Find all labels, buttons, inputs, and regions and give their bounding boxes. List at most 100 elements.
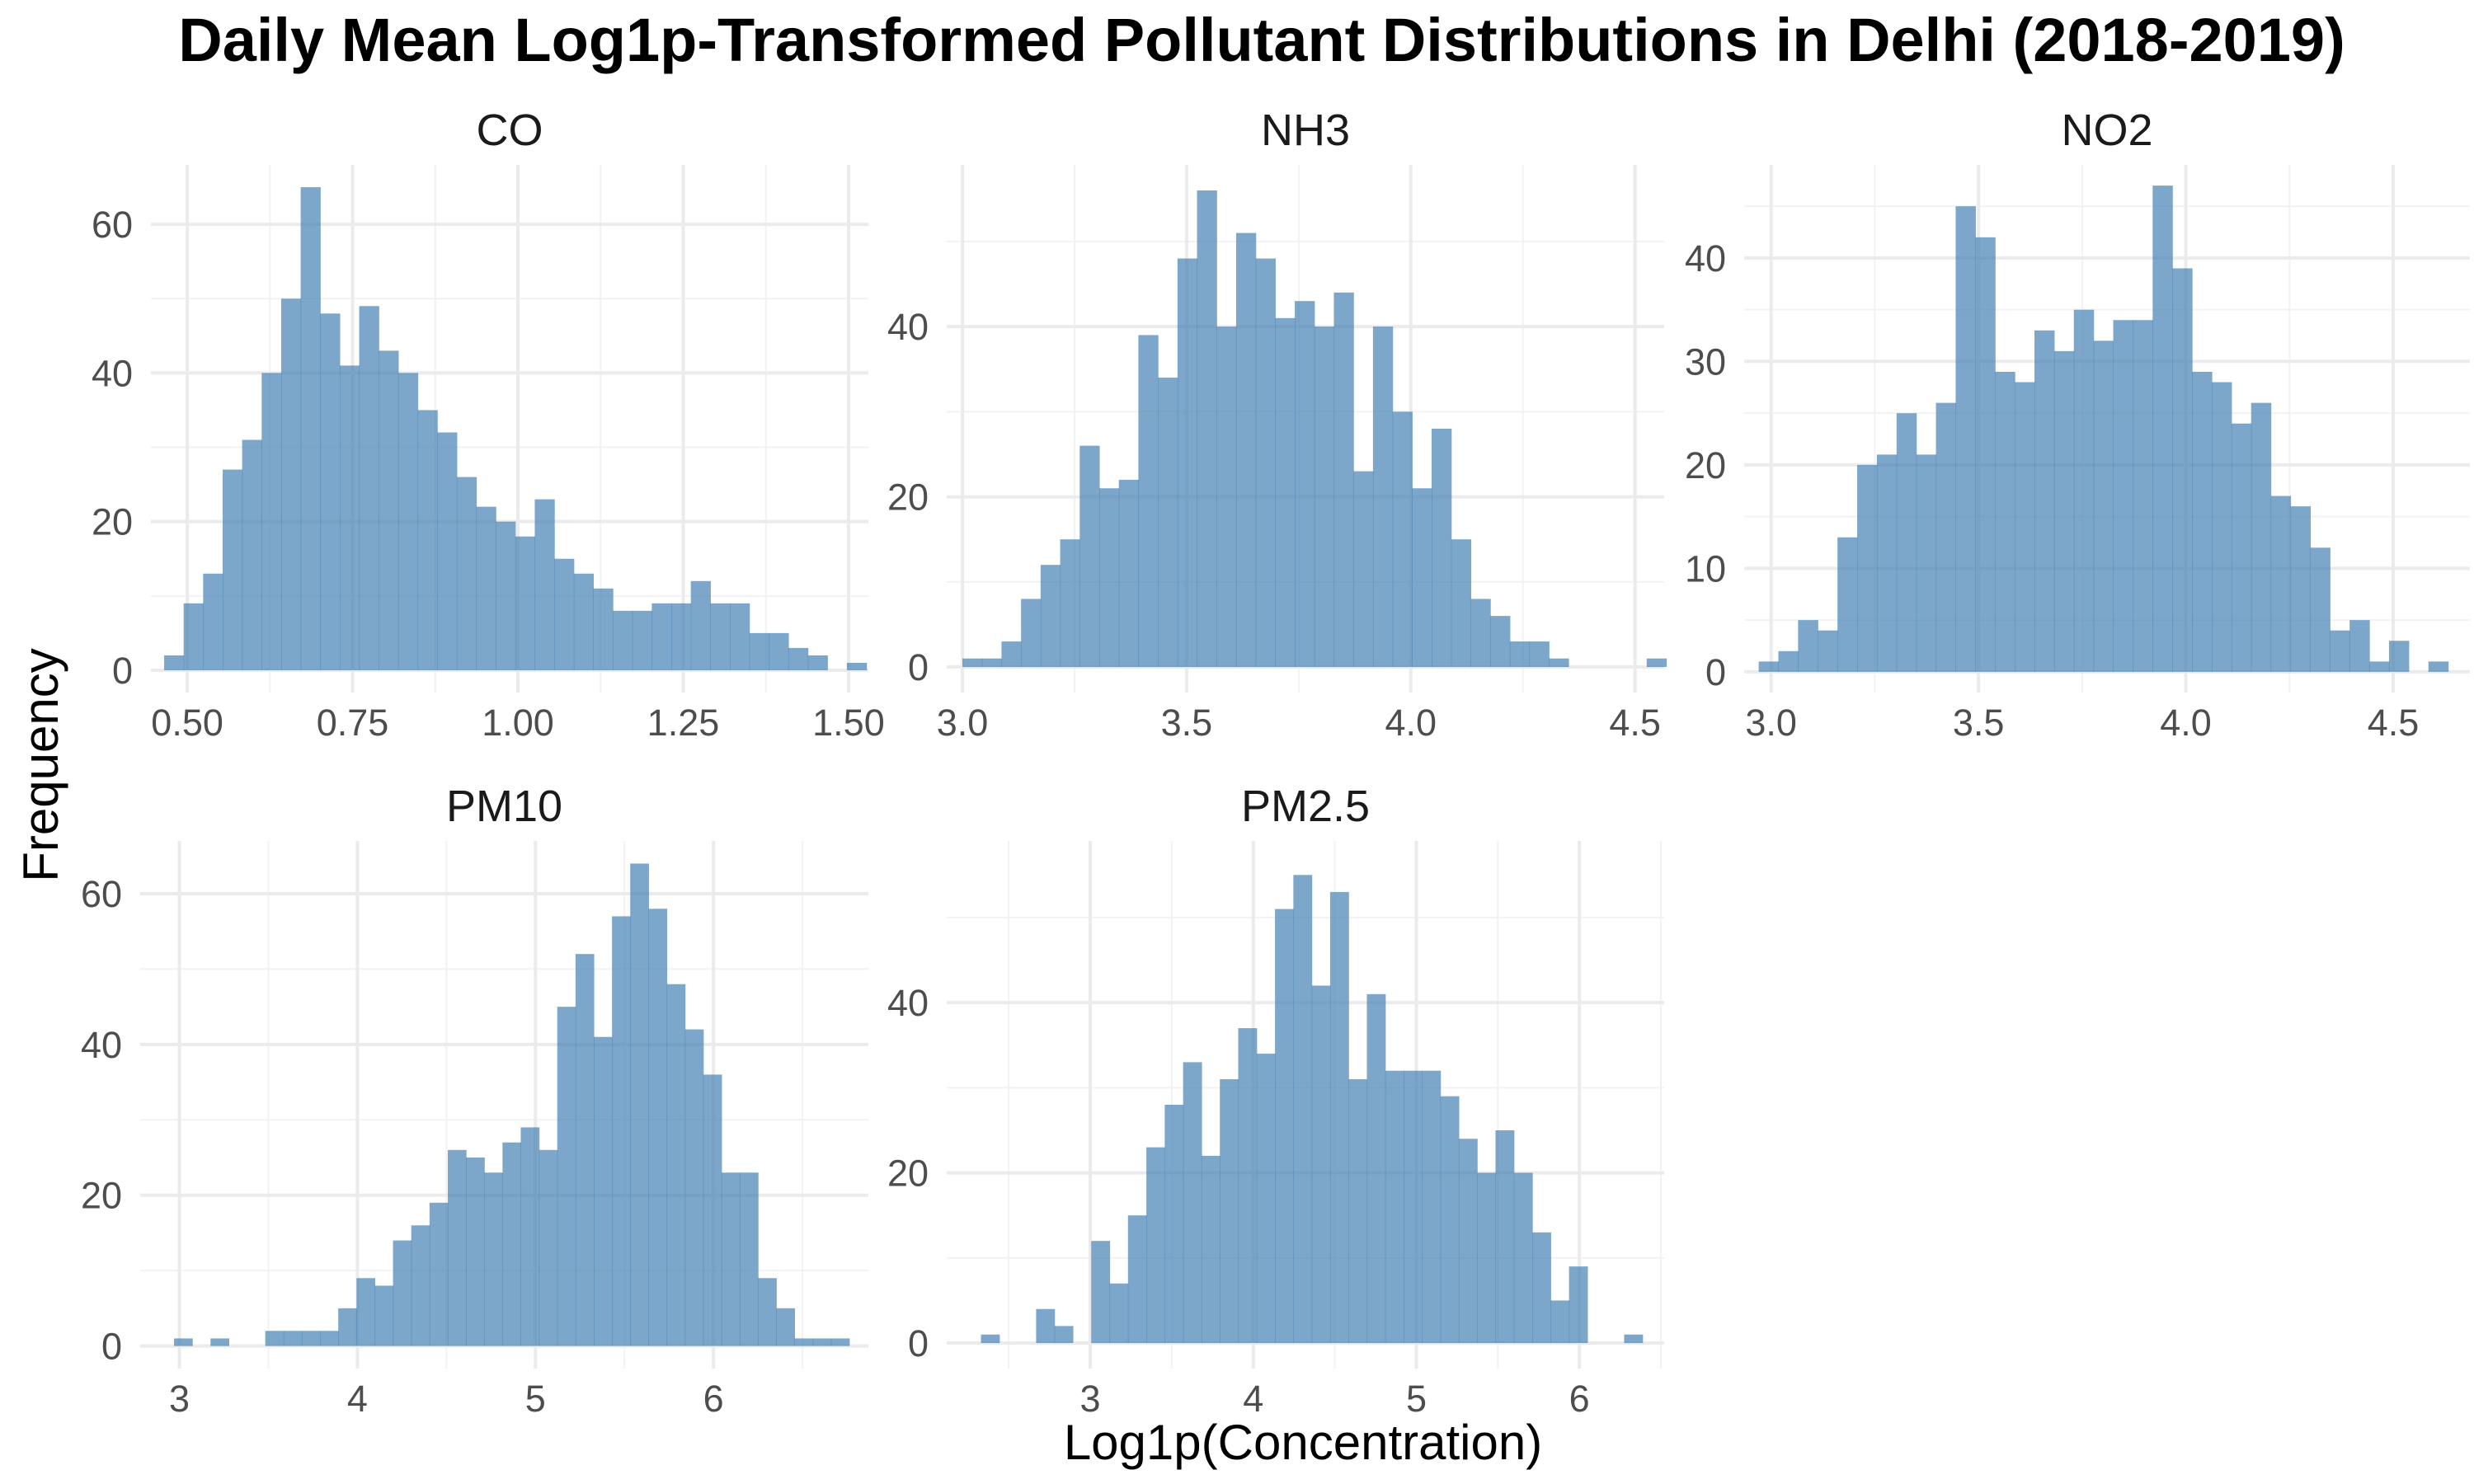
y-tick-label: 40: [1685, 237, 1726, 279]
histogram-bar: [283, 1331, 303, 1346]
histogram-bar: [1216, 326, 1237, 668]
histogram-bar: [447, 1149, 467, 1346]
histogram-bar: [2330, 630, 2350, 672]
x-tick-label: 3.0: [1745, 702, 1797, 744]
histogram-bar: [671, 603, 692, 670]
histogram-bar: [1837, 537, 1858, 672]
histogram-bar: [1412, 488, 1432, 668]
y-tick-label: 40: [887, 306, 929, 348]
histogram-bar: [794, 1338, 814, 1346]
histogram-bar: [203, 573, 223, 670]
histogram-bar: [1857, 464, 1878, 672]
histogram-bar: [1975, 237, 1996, 672]
histogram-bar: [1158, 378, 1178, 668]
histogram-bar: [1109, 1283, 1129, 1344]
histogram-bar: [2231, 423, 2252, 672]
histogram-bar: [280, 298, 302, 670]
histogram-bar: [1220, 1079, 1239, 1344]
x-tick-label: 6: [703, 1378, 724, 1420]
histogram-bar: [1513, 1172, 1533, 1344]
histogram-bar: [1348, 1079, 1368, 1344]
histogram-bar: [466, 1158, 485, 1346]
x-tick-label: 0.75: [317, 702, 389, 744]
histogram-bar: [1001, 641, 1022, 668]
y-tick-label: 30: [1685, 340, 1726, 383]
histogram-bar: [981, 1334, 1000, 1344]
histogram-bar: [613, 610, 633, 670]
y-tick-label: 20: [92, 501, 133, 543]
histogram-bar: [807, 655, 828, 670]
panel-title-pm10: PM10: [446, 782, 562, 831]
histogram-bar: [242, 439, 262, 670]
histogram-bar: [1495, 1129, 1515, 1344]
histogram-bar: [456, 477, 477, 670]
histogram-bar: [1916, 454, 1937, 672]
histogram-bar: [2152, 186, 2173, 672]
y-tick-label: 20: [1685, 444, 1726, 486]
histogram-bar: [1054, 1326, 1074, 1344]
histogram-bar: [1876, 454, 1898, 672]
histogram-bar: [769, 632, 789, 670]
histogram-bar: [1235, 232, 1257, 668]
x-tick-label: 4.0: [1385, 702, 1437, 744]
histogram-bar: [1569, 1266, 1588, 1344]
histogram-bar: [2034, 330, 2055, 672]
x-tick-label: 6: [1569, 1378, 1590, 1420]
histogram-bar: [1060, 539, 1080, 668]
histogram-bar: [2053, 350, 2075, 672]
panel-title-pm2-5: PM2.5: [1241, 782, 1370, 831]
histogram-bar: [1329, 891, 1349, 1344]
histogram-bar: [554, 558, 575, 670]
histogram-bar: [1509, 641, 1531, 668]
histogram-bar: [1955, 206, 1976, 672]
histogram-bar: [496, 521, 516, 670]
histogram-bar: [484, 1172, 503, 1346]
histogram-bar: [320, 1331, 339, 1346]
histogram-bar: [1935, 402, 1957, 672]
histogram-bar: [417, 410, 438, 670]
x-tick-label: 1.00: [482, 702, 554, 744]
y-tick-label: 40: [81, 1024, 122, 1066]
histogram-bar: [356, 1278, 376, 1346]
histogram-bar: [2251, 402, 2272, 672]
x-tick-label: 3: [1079, 1378, 1100, 1420]
histogram-bar: [164, 655, 185, 670]
histogram-bar: [651, 603, 672, 670]
histogram-bar: [1255, 258, 1276, 668]
x-tick-label: 5: [525, 1378, 546, 1420]
histogram-bar: [1127, 1215, 1147, 1344]
histogram-bar: [710, 603, 731, 670]
histogram-bar: [393, 1240, 412, 1346]
histogram-bar: [1404, 1070, 1423, 1344]
histogram-bar: [2310, 547, 2331, 672]
histogram-bar: [338, 1308, 357, 1346]
histogram-bar: [539, 1149, 558, 1346]
histogram-bar: [1778, 650, 1799, 672]
histogram-bar: [830, 1338, 850, 1346]
histogram-bar: [1798, 620, 1818, 672]
histogram-bar: [666, 984, 686, 1346]
x-tick-label: 3: [169, 1378, 190, 1420]
histogram-bar: [684, 1029, 704, 1346]
histogram-bar: [2113, 320, 2134, 672]
histogram-bar: [740, 1172, 759, 1346]
histogram-bar: [1896, 413, 1917, 672]
x-tick-label: 4: [347, 1378, 368, 1420]
y-axis-label: Frequency: [13, 648, 68, 881]
x-axis-label: Log1p(Concentration): [1064, 1415, 1542, 1470]
histogram-bar: [437, 432, 458, 670]
histogram-bar: [520, 1127, 540, 1346]
histogram-bar: [812, 1338, 832, 1346]
histogram-bar: [1275, 909, 1294, 1344]
histogram-bar: [1314, 326, 1335, 668]
histogram-bar: [1385, 1070, 1404, 1344]
histogram-bar: [1470, 599, 1491, 668]
x-tick-label: 3.5: [1161, 702, 1213, 744]
histogram-bar: [1458, 1139, 1478, 1344]
histogram-bar: [1490, 616, 1511, 668]
histogram-bar: [749, 632, 769, 670]
histogram-bar: [1995, 371, 2015, 672]
y-tick-label: 20: [81, 1175, 122, 1217]
histogram-bar: [1311, 985, 1331, 1344]
